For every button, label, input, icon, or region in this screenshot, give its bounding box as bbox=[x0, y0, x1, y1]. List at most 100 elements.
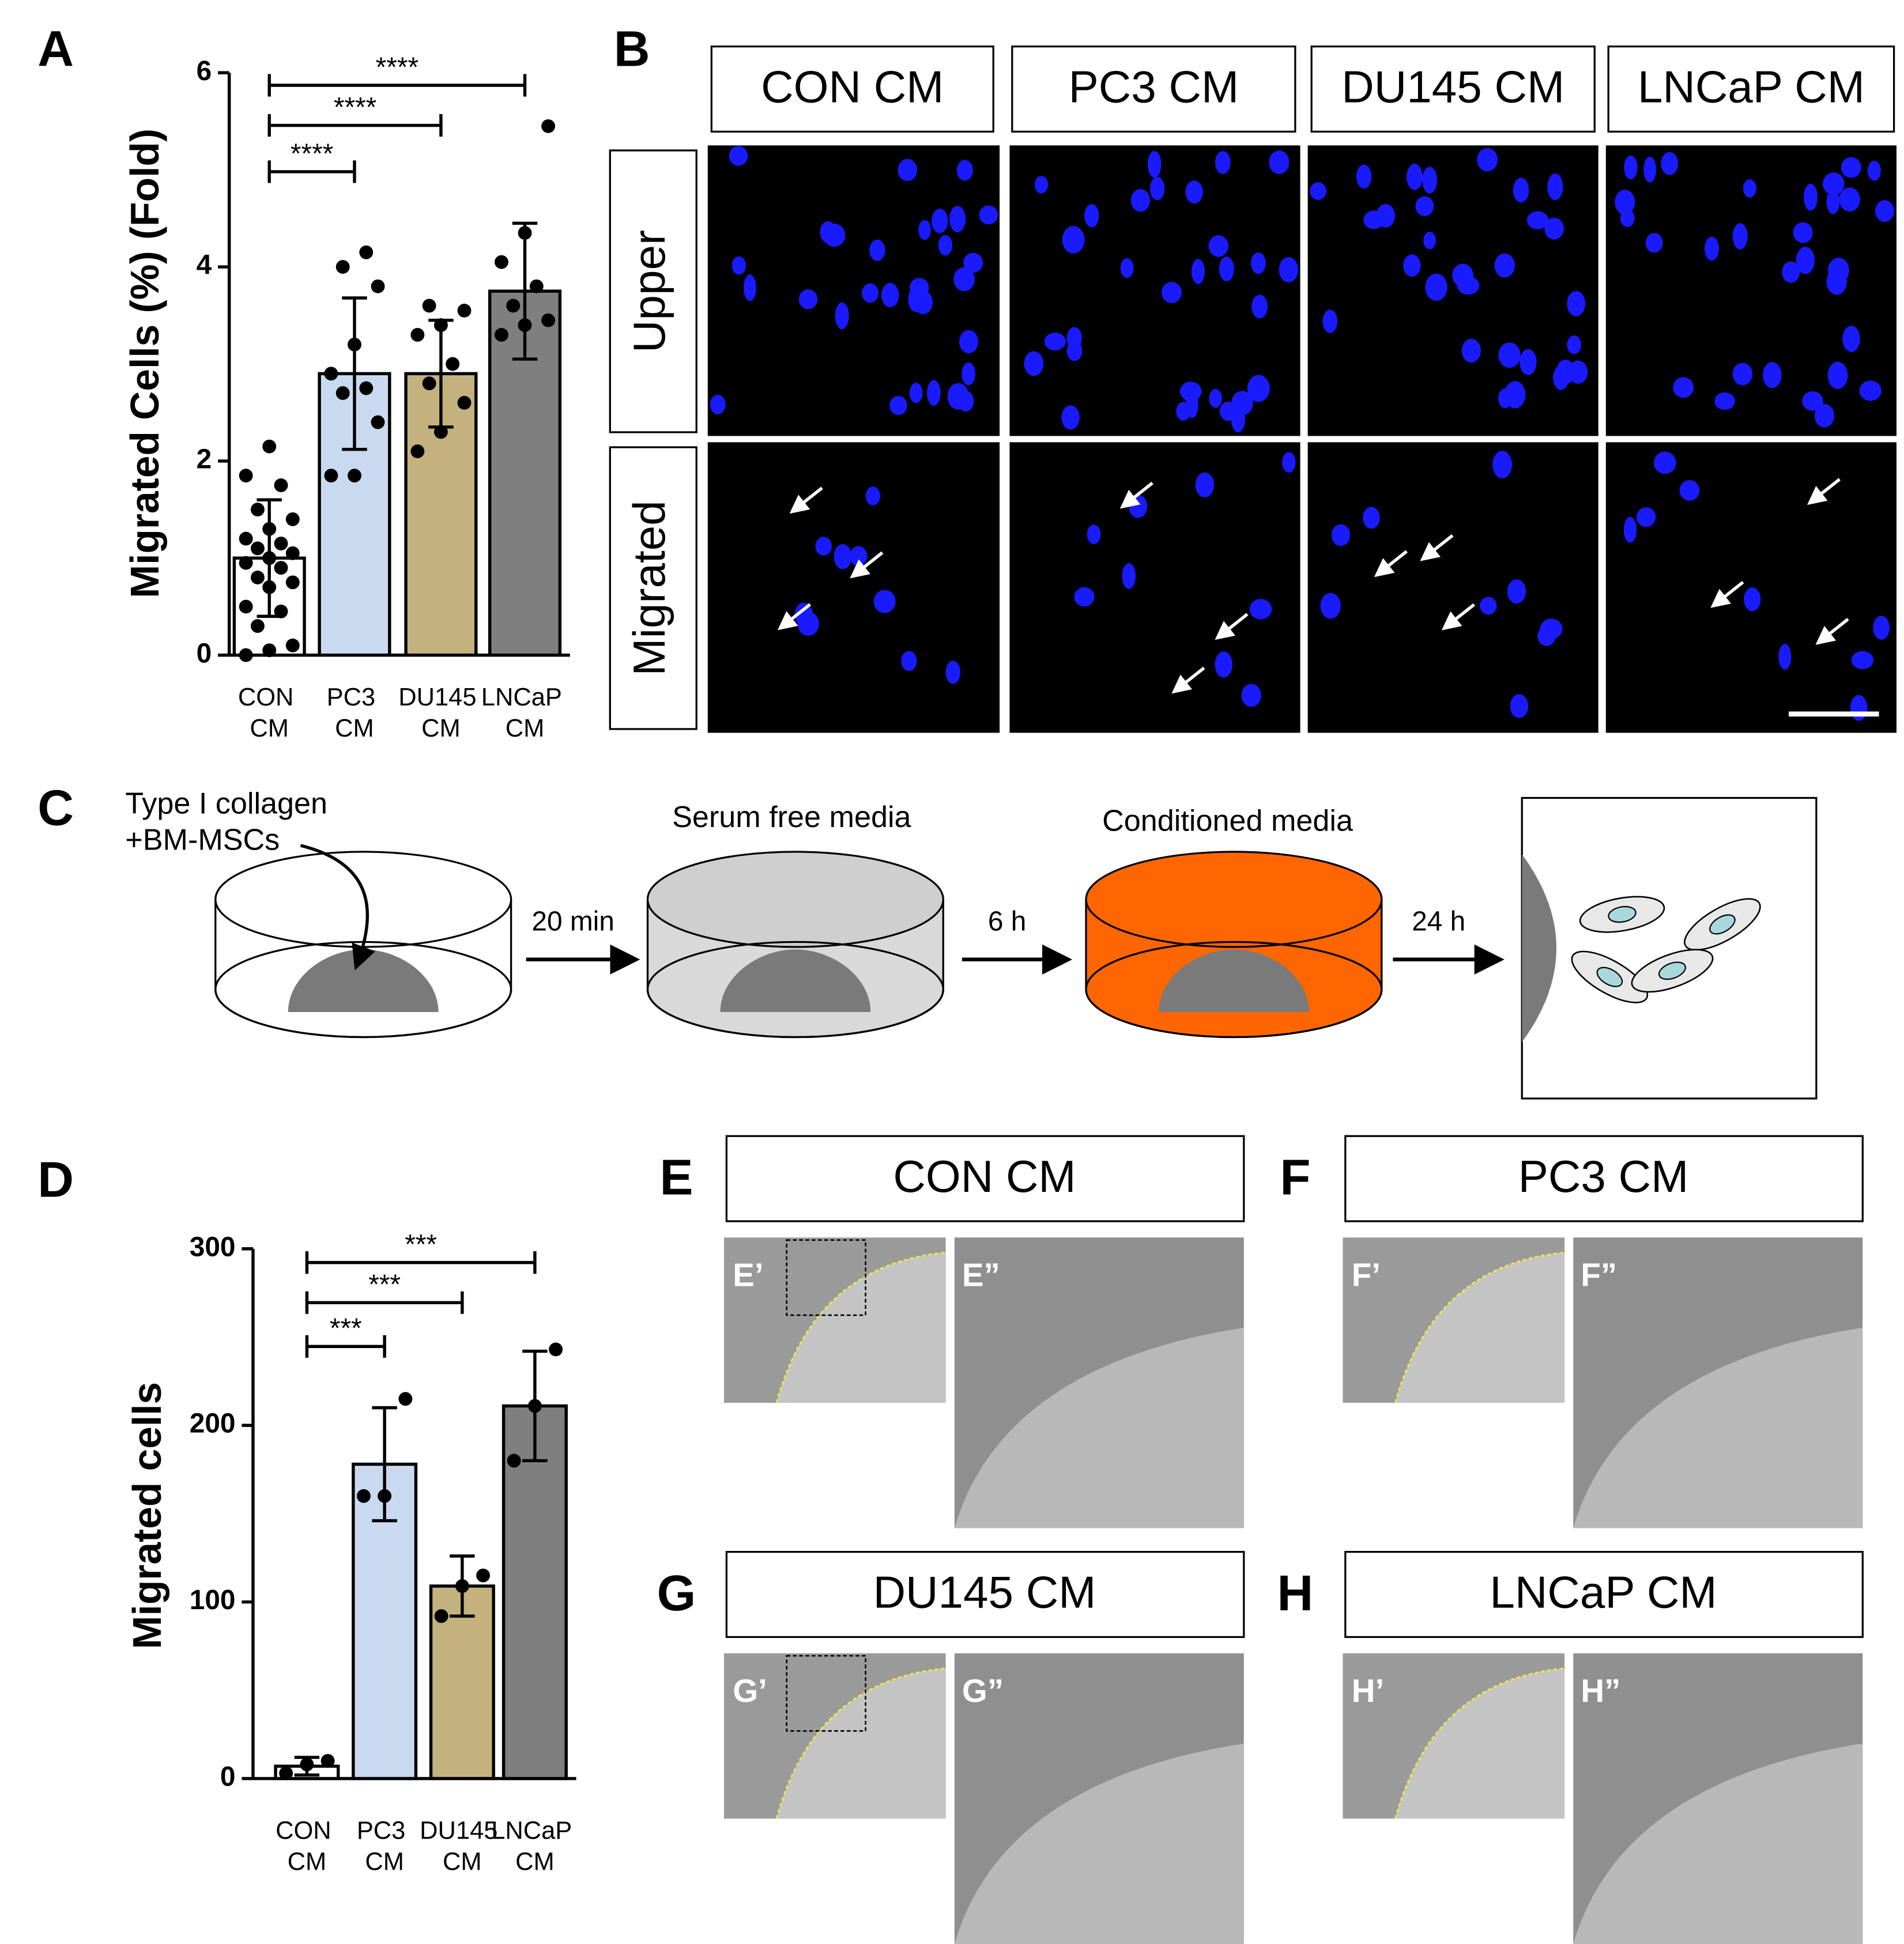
arrow bbox=[1710, 581, 1744, 608]
colony bbox=[776, 1252, 946, 1403]
nucleus bbox=[1310, 182, 1326, 200]
nucleus bbox=[938, 235, 953, 256]
y-tick-label: 0 bbox=[197, 638, 212, 669]
nucleus bbox=[1732, 363, 1753, 386]
panel-letter: G bbox=[657, 1565, 696, 1621]
dish-bottom bbox=[1085, 941, 1383, 1039]
x-tick-label: LNCaP CM bbox=[491, 1817, 578, 1876]
panel-letter: A bbox=[37, 21, 74, 77]
column-header: PC3 CM bbox=[1069, 61, 1239, 112]
nucleus bbox=[1231, 405, 1246, 433]
data-point bbox=[285, 575, 300, 590]
colony bbox=[954, 1743, 1244, 1944]
zoom-box bbox=[786, 1655, 866, 1732]
nucleus bbox=[1241, 684, 1261, 707]
row-header-box bbox=[609, 446, 697, 730]
nucleus bbox=[1498, 344, 1517, 364]
nucleus bbox=[1477, 148, 1498, 172]
collagen-drop bbox=[1159, 949, 1309, 1013]
data-point bbox=[378, 1489, 392, 1503]
data-point bbox=[274, 478, 288, 492]
nucleus bbox=[1498, 388, 1513, 409]
data-point bbox=[321, 1754, 335, 1768]
data-point bbox=[239, 531, 253, 546]
data-point bbox=[324, 367, 338, 381]
y-tick-label: 0 bbox=[220, 1762, 236, 1792]
data-point bbox=[529, 279, 544, 293]
nucleus bbox=[861, 283, 879, 303]
nucleus bbox=[1403, 254, 1421, 277]
nucleus bbox=[1185, 180, 1203, 204]
data-point bbox=[239, 556, 253, 570]
nucleus bbox=[1826, 189, 1840, 214]
dish-rim bbox=[1085, 851, 1383, 948]
data-point bbox=[239, 469, 253, 483]
nucleus bbox=[1732, 223, 1748, 250]
colony-edge bbox=[775, 1667, 946, 1819]
data-point bbox=[359, 381, 374, 395]
nucleus bbox=[1526, 211, 1549, 229]
diagram-text: Serum free media bbox=[672, 801, 911, 834]
nucleus bbox=[1215, 150, 1231, 174]
nucleus bbox=[881, 282, 899, 308]
nucleus bbox=[1645, 233, 1663, 253]
nucleus bbox=[797, 611, 819, 636]
dish-rim bbox=[646, 851, 944, 948]
row-header-box bbox=[609, 149, 697, 433]
data-point bbox=[250, 503, 265, 517]
nucleus bbox=[1492, 451, 1513, 478]
nucleus bbox=[1839, 187, 1860, 212]
data-point bbox=[371, 415, 385, 429]
significance-label: **** bbox=[376, 52, 418, 82]
nucleus bbox=[1074, 587, 1095, 607]
data-point bbox=[410, 328, 425, 342]
data-point bbox=[518, 226, 532, 240]
data-point bbox=[457, 303, 472, 318]
nucleus bbox=[1793, 222, 1813, 243]
y-tick-label: 300 bbox=[190, 1232, 236, 1262]
nucleus bbox=[1191, 259, 1205, 285]
nucleus bbox=[1219, 256, 1234, 282]
x-tick-label: LNCaP CM bbox=[481, 684, 568, 742]
colony-edge bbox=[1394, 1251, 1565, 1403]
nucleus bbox=[1423, 232, 1436, 250]
nucleus bbox=[1120, 258, 1134, 278]
y-tick-label: 2 bbox=[197, 444, 212, 475]
arrow bbox=[1441, 603, 1475, 631]
nucleus bbox=[1249, 599, 1272, 620]
arrow bbox=[1815, 618, 1849, 645]
data-point bbox=[541, 119, 556, 133]
nucleus bbox=[1796, 247, 1815, 274]
significance-label: **** bbox=[334, 92, 376, 123]
inset-label: H” bbox=[1581, 1673, 1620, 1709]
data-point bbox=[274, 537, 288, 551]
nucleus bbox=[1842, 326, 1860, 352]
data-point bbox=[239, 648, 253, 662]
title-box bbox=[1344, 1135, 1864, 1222]
nucleus bbox=[1149, 176, 1165, 201]
nucleus bbox=[820, 221, 836, 243]
nucleus bbox=[909, 383, 923, 403]
x-tick-label: PC3 CM bbox=[357, 1817, 413, 1876]
nucleus bbox=[1643, 156, 1656, 183]
nucleus bbox=[1034, 176, 1049, 194]
nucleus bbox=[1480, 597, 1497, 615]
cell-nucleus bbox=[1658, 961, 1686, 980]
nucleus bbox=[947, 383, 969, 410]
collagen-drop bbox=[288, 949, 439, 1013]
data-point bbox=[356, 1489, 371, 1503]
panel-letter: B bbox=[614, 21, 650, 77]
nucleus bbox=[979, 205, 998, 225]
data-point bbox=[518, 318, 532, 333]
nucleus bbox=[1679, 480, 1700, 501]
data-point bbox=[262, 551, 277, 565]
colony-edge bbox=[1394, 1667, 1565, 1819]
data-point bbox=[285, 546, 300, 560]
inset-label: E’ bbox=[733, 1257, 763, 1293]
diagram-text: Conditioned media bbox=[1102, 805, 1353, 838]
panel-title: CON CM bbox=[893, 1151, 1076, 1202]
cell-nucleus bbox=[1608, 905, 1637, 923]
data-point bbox=[527, 1399, 542, 1413]
nucleus bbox=[1179, 382, 1202, 402]
y-tick-label: 200 bbox=[190, 1409, 236, 1439]
